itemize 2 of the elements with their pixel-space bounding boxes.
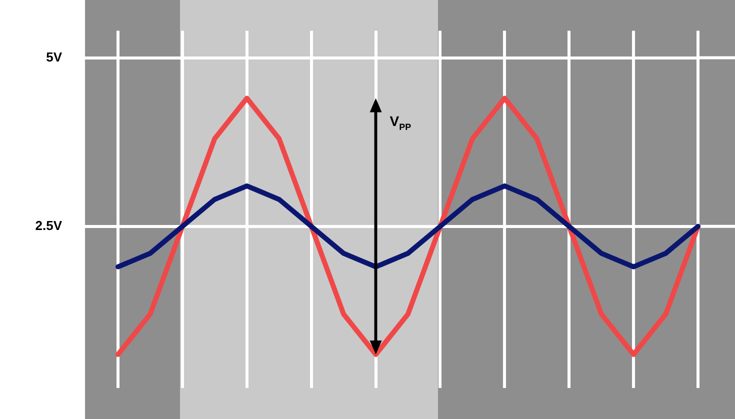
y-tick-label: 2.5V — [35, 218, 62, 233]
y-tick-label: 5V — [46, 49, 62, 64]
